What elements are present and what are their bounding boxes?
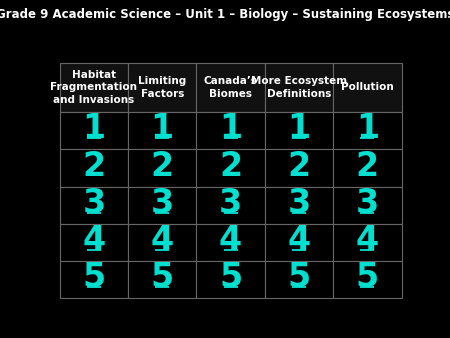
Bar <box>128 112 197 149</box>
Bar <box>265 63 333 112</box>
Bar <box>60 112 128 149</box>
Text: 5: 5 <box>288 261 310 294</box>
Bar <box>60 224 128 261</box>
Text: Habitat
Fragmentation
and Invasions: Habitat Fragmentation and Invasions <box>50 70 137 105</box>
Bar <box>265 149 333 187</box>
Bar <box>265 187 333 224</box>
Bar <box>197 261 265 298</box>
Bar <box>60 63 128 112</box>
Bar <box>333 261 401 298</box>
Text: 3: 3 <box>151 187 174 220</box>
Bar <box>197 224 265 261</box>
Text: 2: 2 <box>356 150 379 183</box>
Text: More Ecosystem
Definitions: More Ecosystem Definitions <box>251 76 347 99</box>
Bar <box>197 63 265 112</box>
Text: 5: 5 <box>356 261 379 294</box>
Bar <box>197 187 265 224</box>
Text: 3: 3 <box>288 187 310 220</box>
Text: Canada’s
Biomes: Canada’s Biomes <box>204 76 257 99</box>
Text: 4: 4 <box>288 224 310 257</box>
Text: Limiting
Factors: Limiting Factors <box>138 76 186 99</box>
Bar <box>333 224 401 261</box>
Bar <box>333 63 401 112</box>
Bar <box>265 224 333 261</box>
Text: 1: 1 <box>219 113 242 145</box>
Text: 3: 3 <box>219 187 242 220</box>
Bar <box>128 63 197 112</box>
Text: 2: 2 <box>82 150 105 183</box>
Bar <box>60 149 128 187</box>
Bar <box>60 187 128 224</box>
Text: 5: 5 <box>82 261 106 294</box>
Bar <box>128 187 197 224</box>
Bar <box>128 224 197 261</box>
Text: 3: 3 <box>82 187 106 220</box>
Text: 1: 1 <box>288 113 310 145</box>
Text: 1: 1 <box>82 113 105 145</box>
Text: 3: 3 <box>356 187 379 220</box>
Text: 4: 4 <box>151 224 174 257</box>
Text: 2: 2 <box>151 150 174 183</box>
Text: 1: 1 <box>151 113 174 145</box>
Text: 5: 5 <box>219 261 242 294</box>
Text: Grade 9 Academic Science – Unit 1 – Biology – Sustaining Ecosystems: Grade 9 Academic Science – Unit 1 – Biol… <box>0 8 450 21</box>
Bar <box>333 187 401 224</box>
Bar <box>128 149 197 187</box>
Bar <box>197 149 265 187</box>
Bar <box>265 112 333 149</box>
Text: 5: 5 <box>151 261 174 294</box>
Bar <box>197 112 265 149</box>
Text: 4: 4 <box>219 224 242 257</box>
Bar <box>333 149 401 187</box>
Bar <box>60 261 128 298</box>
Bar <box>333 112 401 149</box>
Bar <box>265 261 333 298</box>
Text: 1: 1 <box>356 113 379 145</box>
Text: 4: 4 <box>356 224 379 257</box>
Text: 2: 2 <box>288 150 310 183</box>
Text: Pollution: Pollution <box>341 82 394 92</box>
Text: 4: 4 <box>82 224 105 257</box>
Bar <box>128 261 197 298</box>
Text: 2: 2 <box>219 150 242 183</box>
